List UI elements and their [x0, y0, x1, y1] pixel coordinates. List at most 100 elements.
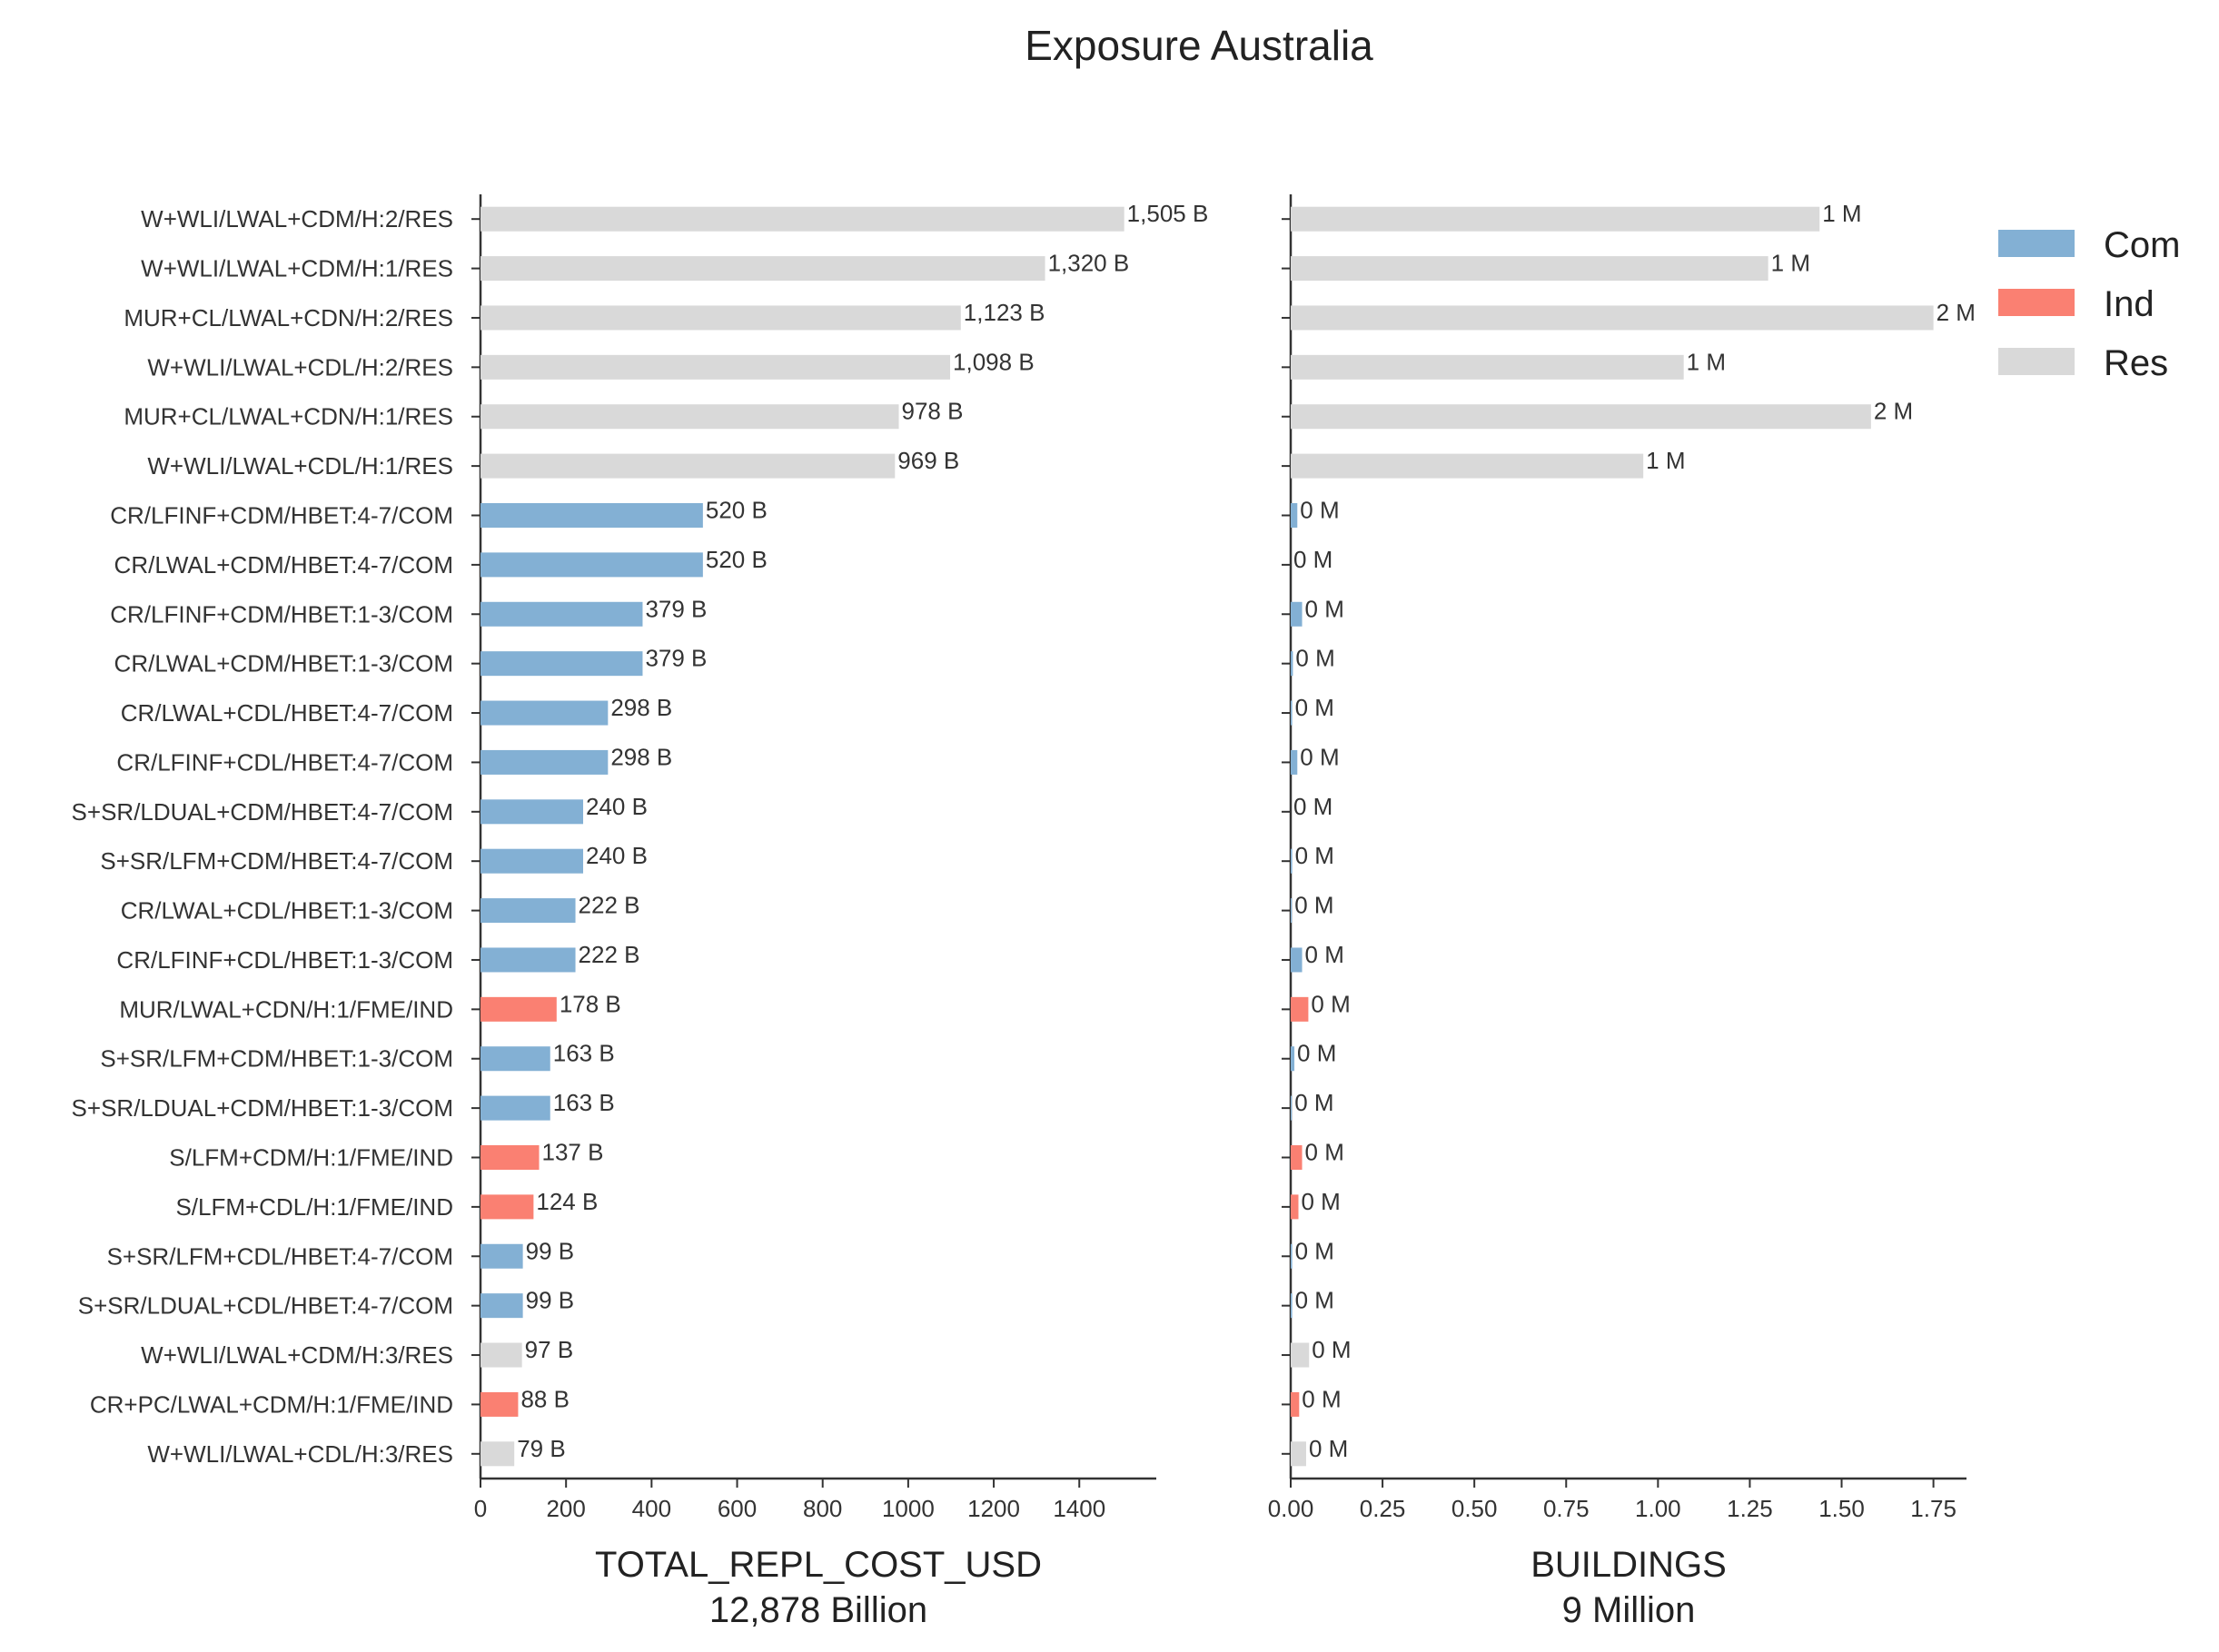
bar-value-label: 1,505 B — [1127, 200, 1209, 227]
x-tick-label: 800 — [803, 1495, 842, 1522]
bar-res — [1291, 206, 1820, 232]
bar-res — [1291, 354, 1684, 380]
bar-res — [480, 256, 1045, 282]
bar-value-label: 1,320 B — [1048, 250, 1130, 277]
category-label: W+WLI/LWAL+CDM/H:3/RES — [141, 1341, 453, 1369]
x-tick-label: 1.00 — [1635, 1495, 1681, 1522]
x-tick-label: 1.50 — [1818, 1495, 1865, 1522]
bar-res — [1291, 453, 1644, 479]
x-tick-label: 400 — [632, 1495, 671, 1522]
category-label: CR/LFINF+CDL/HBET:4-7/COM — [116, 748, 453, 776]
bar-value-label: 0 M — [1297, 1040, 1336, 1067]
bar-value-label: 379 B — [645, 645, 707, 672]
bar-res — [1291, 1342, 1310, 1368]
bar-value-label: 137 B — [542, 1139, 604, 1166]
x-tick-label: 0.75 — [1543, 1495, 1590, 1522]
bar-value-label: 0 M — [1294, 892, 1333, 919]
bar-res — [480, 1342, 522, 1368]
bar-com — [1291, 1243, 1293, 1269]
legend-swatch-ind — [1998, 289, 2075, 316]
bar-value-label: 298 B — [610, 694, 672, 721]
category-label: S/LFM+CDL/H:1/FME/IND — [175, 1193, 453, 1221]
category-label: W+WLI/LWAL+CDL/H:2/RES — [147, 353, 453, 381]
bar-com — [480, 848, 584, 874]
bar-com — [480, 503, 703, 528]
bar-value-label: 0 M — [1293, 793, 1332, 820]
bar-value-label: 79 B — [517, 1435, 566, 1462]
category-label: W+WLI/LWAL+CDM/H:1/RES — [141, 255, 453, 282]
bar-res — [480, 404, 899, 430]
bar-value-label: 0 M — [1301, 1188, 1340, 1215]
bar-com — [1291, 898, 1293, 924]
buildings-panel: BUILDINGS 9 Million 0.00 0.25 0.50 0.75 1.00… — [1268, 194, 1976, 1630]
legend: Com Ind Res — [1998, 225, 2180, 383]
bar-value-label: 0 M — [1309, 1435, 1348, 1462]
x-tick-label: 1200 — [967, 1495, 1020, 1522]
bar-value-label: 88 B — [520, 1385, 570, 1412]
bar-value-label: 163 B — [553, 1089, 615, 1116]
bar-value-label: 0 M — [1295, 1287, 1334, 1314]
bar-com — [1291, 1095, 1293, 1121]
bar-value-label: 0 M — [1293, 546, 1332, 573]
category-label: S+SR/LFM+CDM/HBET:1-3/COM — [100, 1045, 453, 1073]
bar-com — [1291, 848, 1293, 874]
right-panel-total-label: 9 Million — [1562, 1590, 1696, 1630]
bar-value-label: 379 B — [645, 595, 707, 622]
bar-com — [480, 1243, 523, 1269]
x-tick-label: 1.75 — [1910, 1495, 1956, 1522]
legend-swatch-res — [1998, 348, 2075, 375]
bar-value-label: 0 M — [1295, 1237, 1334, 1264]
bar-value-label: 99 B — [526, 1237, 575, 1264]
legend-label-ind: Ind — [2104, 284, 2155, 324]
left-panel-x-label: TOTAL_REPL_COST_USD — [595, 1545, 1042, 1585]
bar-value-label: 222 B — [579, 941, 640, 968]
bar-res — [480, 453, 896, 479]
category-label: CR/LWAL+CDM/HBET:1-3/COM — [114, 650, 453, 678]
bar-ind — [480, 1391, 519, 1417]
x-tick-label: 1.25 — [1727, 1495, 1773, 1522]
bar-com — [480, 1095, 550, 1121]
bar-res — [480, 305, 961, 331]
category-label: W+WLI/LWAL+CDM/H:2/RES — [141, 205, 453, 232]
bar-ind — [1291, 1145, 1303, 1170]
bar-value-label: 0 M — [1312, 1336, 1351, 1363]
bar-value-label: 0 M — [1300, 497, 1339, 524]
category-label: CR/LFINF+CDM/HBET:4-7/COM — [110, 502, 453, 529]
bar-value-label: 0 M — [1300, 743, 1339, 770]
bar-value-label: 1,098 B — [953, 348, 1035, 375]
bar-com — [480, 749, 609, 775]
bar-com — [1291, 947, 1303, 973]
category-label: MUR+CL/LWAL+CDN/H:2/RES — [124, 304, 453, 331]
bar-res — [480, 206, 1124, 232]
x-tick-label: 0.00 — [1268, 1495, 1314, 1522]
bar-com — [480, 1293, 523, 1319]
category-label: MUR+CL/LWAL+CDN/H:1/RES — [124, 403, 453, 430]
bar-com — [480, 601, 643, 627]
bar-com — [1291, 503, 1298, 528]
bar-value-label: 0 M — [1305, 595, 1344, 622]
category-label: CR+PC/LWAL+CDM/H:1/FME/IND — [90, 1390, 453, 1418]
bar-value-label: 2 M — [1874, 398, 1913, 425]
bar-value-label: 124 B — [536, 1188, 598, 1215]
category-label: S+SR/LDUAL+CDM/HBET:1-3/COM — [72, 1094, 453, 1122]
bar-ind — [480, 1194, 534, 1220]
category-label: CR/LWAL+CDM/HBET:4-7/COM — [114, 551, 453, 579]
bar-res — [480, 1441, 515, 1467]
x-tick-label: 200 — [546, 1495, 585, 1522]
chart-title: Exposure Australia — [1025, 22, 1373, 69]
bar-value-label: 240 B — [586, 842, 648, 869]
bar-com — [1291, 1293, 1293, 1319]
legend-swatch-com — [1998, 230, 2075, 257]
bar-com — [1291, 601, 1303, 627]
bar-value-label: 1 M — [1822, 200, 1861, 227]
bar-value-label: 0 M — [1295, 842, 1334, 869]
category-label: S+SR/LFM+CDL/HBET:4-7/COM — [107, 1242, 453, 1270]
category-label: CR/LWAL+CDL/HBET:1-3/COM — [121, 897, 453, 925]
bar-value-label: 298 B — [610, 743, 672, 770]
bar-com — [480, 947, 576, 973]
legend-label-com: Com — [2104, 225, 2180, 265]
bar-value-label: 99 B — [526, 1287, 575, 1314]
x-tick-label: 600 — [718, 1495, 757, 1522]
bar-com — [480, 1046, 550, 1072]
